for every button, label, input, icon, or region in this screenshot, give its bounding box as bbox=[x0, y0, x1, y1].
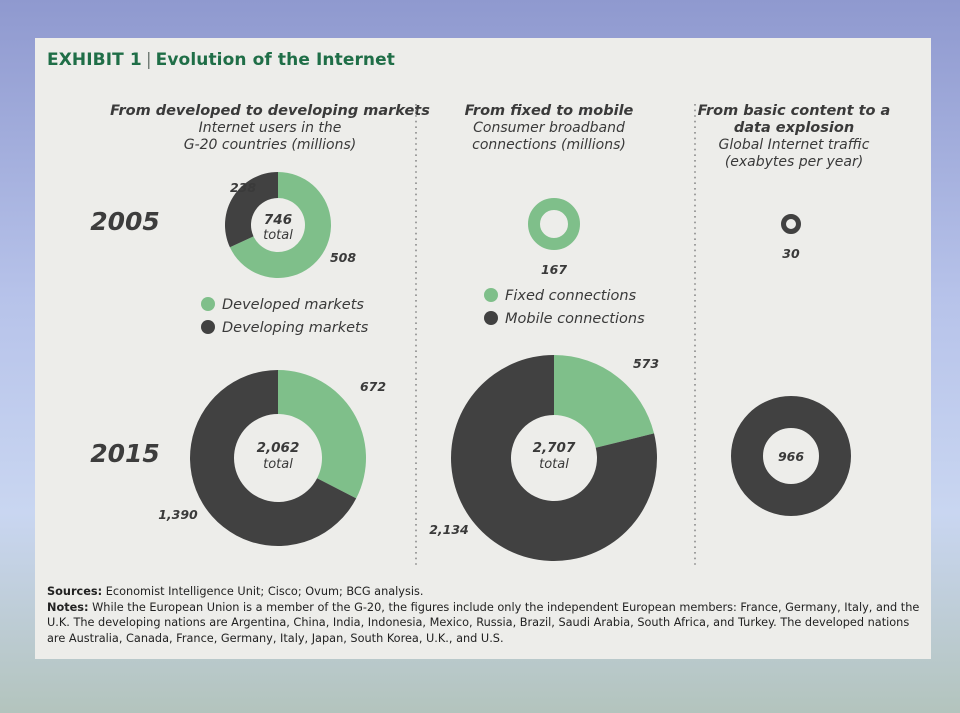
footer: Sources: Economist Intelligence Unit; Ci… bbox=[47, 584, 923, 646]
exhibit-separator: | bbox=[145, 50, 152, 70]
users-2005-total-value: 746 bbox=[264, 212, 292, 228]
column-0-subtitle-0: Internet users in the bbox=[199, 120, 342, 136]
users-2015-slice-1 bbox=[190, 370, 357, 547]
users-2015-total-value: 2,062 bbox=[257, 440, 300, 456]
connections-2015-slice-1 bbox=[451, 355, 657, 561]
connections-2015-slice-0 bbox=[554, 354, 655, 448]
year-label-2015: 2015 bbox=[90, 439, 160, 468]
users-2005-total-word: total bbox=[263, 228, 293, 243]
notes-text: While the European Union is a member of … bbox=[47, 600, 920, 645]
notes-label: Notes: bbox=[47, 600, 89, 614]
sources-text: Economist Intelligence Unit; Cisco; Ovum… bbox=[105, 585, 424, 598]
exhibit-label: EXHIBIT 1 bbox=[47, 50, 142, 70]
column-1-subtitle-1: connections (millions) bbox=[472, 137, 626, 153]
connections-2005-value: 167 bbox=[541, 262, 567, 277]
legend-0-swatch-1 bbox=[201, 320, 215, 334]
year-label-2005: 2005 bbox=[90, 207, 160, 236]
users-2005-developed-value: 508 bbox=[330, 250, 356, 265]
users-2005-slice-1 bbox=[225, 172, 278, 248]
legend-0-swatch-0 bbox=[201, 297, 215, 311]
column-0-heading-0: From developed to developing markets bbox=[110, 103, 430, 119]
charts-area: From developed to developing marketsInte… bbox=[90, 103, 891, 568]
legend-1-label-1: Mobile connections bbox=[505, 311, 645, 327]
notes-line: Notes: While the European Union is a mem… bbox=[47, 600, 923, 647]
exhibit-panel: EXHIBIT 1 | Evolution of the Internet From… bbox=[35, 38, 931, 659]
users-2015-slice-0 bbox=[278, 370, 366, 499]
traffic-2005-value: 30 bbox=[782, 246, 800, 261]
legend-0-label-0: Developed markets bbox=[222, 297, 364, 313]
connections-2015-fixed-value: 573 bbox=[633, 356, 659, 371]
column-2-heading-0: From basic content to a bbox=[698, 103, 891, 119]
users-2015-developed-value: 672 bbox=[360, 379, 386, 394]
column-1-heading-0: From fixed to mobile bbox=[465, 103, 634, 119]
traffic-2005-slice-0 bbox=[781, 214, 801, 234]
legend-1-label-0: Fixed connections bbox=[505, 288, 637, 304]
exhibit-title: EXHIBIT 1 | Evolution of the Internet bbox=[47, 50, 395, 70]
users-2005-slice-0 bbox=[229, 172, 332, 278]
sources-label: Sources: bbox=[47, 585, 103, 598]
column-0-subtitle-1: G-20 countries (millions) bbox=[184, 137, 357, 153]
users-2015-total-word: total bbox=[263, 457, 293, 472]
sources-line: Sources: Economist Intelligence Unit; Ci… bbox=[47, 584, 923, 600]
legend-1-swatch-1 bbox=[484, 311, 498, 325]
exhibit-title-text: Evolution of the Internet bbox=[155, 50, 395, 70]
connections-2015-total-word: total bbox=[539, 457, 569, 472]
users-2005-developing-value: 238 bbox=[230, 180, 256, 195]
connections-2015-mobile-value: 2,134 bbox=[429, 522, 469, 537]
column-1-subtitle-0: Consumer broadband bbox=[473, 120, 625, 136]
legend-0-label-1: Developing markets bbox=[222, 320, 369, 336]
column-2-heading-1: data explosion bbox=[734, 120, 854, 136]
column-2-subtitle-0: Global Internet traffic bbox=[719, 137, 870, 153]
traffic-2015-slice-0 bbox=[731, 396, 851, 516]
traffic-2015-value: 966 bbox=[778, 449, 804, 464]
connections-2015-total-value: 2,707 bbox=[533, 440, 576, 456]
connections-2005-slice-0 bbox=[528, 198, 580, 250]
users-2015-developing-value: 1,390 bbox=[158, 507, 198, 522]
legend-1-swatch-0 bbox=[484, 288, 498, 302]
column-2-subtitle-1: (exabytes per year) bbox=[725, 154, 863, 170]
